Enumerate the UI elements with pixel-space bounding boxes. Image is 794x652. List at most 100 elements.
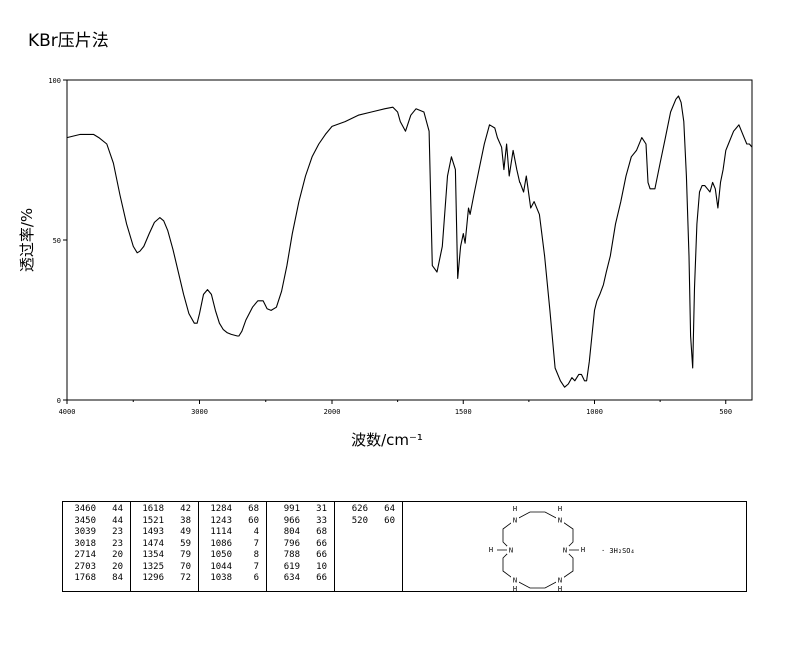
peak-row: 1038 6 [199, 573, 266, 585]
hydrogen-atom: H [513, 585, 517, 591]
peak-row: 1284 68 [199, 504, 266, 516]
peak-row: 1521 38 [131, 516, 198, 528]
nitrogen-atom: N [558, 517, 562, 525]
peak-row: 520 60 [335, 516, 402, 528]
peak-transmittance: 33 [316, 515, 327, 526]
peak-wavenumber: 804 [283, 527, 300, 537]
x-tick-label: 1000 [586, 408, 603, 416]
peak-column: 991 31 966 33 804 68 796 66 788 66 619 10 634 66 [267, 502, 335, 591]
peak-transmittance: 8 [253, 550, 259, 560]
peak-transmittance: 4 [253, 527, 259, 537]
peak-row: 2703 20 [63, 562, 130, 574]
peak-wavenumber: 634 [283, 573, 300, 583]
salt-label: · 3H₂SO₄ [601, 547, 635, 555]
peak-wavenumber: 1296 [142, 573, 164, 583]
peak-transmittance: 70 [180, 561, 191, 572]
peak-row: 991 31 [267, 504, 334, 516]
atom-background [511, 516, 519, 524]
peak-wavenumber: 1050 [210, 550, 232, 560]
nitrogen-atom: N [558, 577, 562, 585]
x-axis-label: 波数/cm⁻¹ [351, 431, 423, 449]
y-axis-label: 透过率/% [18, 208, 36, 272]
peak-wavenumber: 1114 [210, 527, 232, 537]
x-tick-label: 2000 [324, 408, 341, 416]
peak-transmittance: 23 [112, 538, 123, 549]
peak-transmittance: 38 [180, 515, 191, 526]
peak-column: 1618 42 1521 38 1493 49 1474 59 1354 79 1325 70 1296… [131, 502, 199, 591]
peak-row: 3460 44 [63, 504, 130, 516]
peak-wavenumber: 1284 [210, 504, 232, 514]
nitrogen-atom: N [513, 517, 517, 525]
peak-wavenumber: 1474 [142, 538, 164, 549]
atom-background [511, 576, 519, 584]
peak-transmittance: 66 [316, 550, 327, 560]
atom-background [556, 516, 564, 524]
peak-wavenumber: 1243 [210, 515, 232, 526]
hydrogen-atom: H [513, 505, 517, 513]
peak-transmittance: 6 [253, 573, 259, 583]
peak-transmittance: 20 [112, 561, 123, 572]
peak-row: 3018 23 [63, 539, 130, 551]
peak-row: 966 33 [267, 516, 334, 528]
peak-row: 1493 49 [131, 527, 198, 539]
peak-wavenumber: 1325 [142, 561, 164, 572]
ir-spectrum-chart: 4000 3000 2000 1500 1000 500 0 50 100 波数/cm⁻¹ 透过率… [18, 77, 753, 449]
peak-wavenumber: 3018 [74, 538, 96, 549]
peak-wavenumber: 796 [283, 538, 300, 549]
peak-row: 1474 59 [131, 539, 198, 551]
peak-transmittance: 23 [112, 527, 123, 537]
peak-wavenumber: 1354 [142, 550, 164, 560]
peak-transmittance: 10 [316, 561, 327, 572]
plot-frame [66, 79, 753, 401]
hydrogen-atom: H [489, 546, 493, 554]
y-tick-label: 100 [48, 77, 61, 85]
peak-row: 2714 20 [63, 550, 130, 562]
peak-transmittance: 66 [316, 538, 327, 549]
peak-row: 1086 7 [199, 539, 266, 551]
peak-row: 634 66 [267, 573, 334, 585]
peak-wavenumber: 619 [283, 561, 300, 572]
peak-transmittance: 64 [384, 504, 395, 514]
peak-wavenumber: 1521 [142, 515, 164, 526]
peak-transmittance: 68 [316, 527, 327, 537]
peak-row: 796 66 [267, 539, 334, 551]
peak-wavenumber: 1038 [210, 573, 232, 583]
peak-table: 3460 44 3450 44 3039 23 3018 23 2714 20 2703 20 1768… [62, 501, 747, 592]
peak-row: 1243 60 [199, 516, 266, 528]
peak-wavenumber: 3460 [74, 504, 96, 514]
peak-transmittance: 7 [253, 538, 259, 549]
peak-wavenumber: 2714 [74, 550, 96, 560]
y-tick-label: 0 [57, 397, 61, 405]
peak-transmittance: 31 [316, 504, 327, 514]
hydrogen-atom: H [558, 505, 562, 513]
peak-row: 1050 8 [199, 550, 266, 562]
x-tick-label: 3000 [191, 408, 208, 416]
structure-diagram: N NN NN NH HH HH H· 3H₂SO₄ [489, 505, 635, 591]
x-tick-label: 500 [719, 408, 732, 416]
atom-background [556, 576, 564, 584]
hydrogen-atom: H [581, 546, 585, 554]
peak-row: 1618 42 [131, 504, 198, 516]
peak-row: 804 68 [267, 527, 334, 539]
peak-wavenumber: 626 [351, 504, 368, 514]
peak-transmittance: 7 [253, 561, 259, 572]
peak-transmittance: 42 [180, 504, 191, 514]
peak-wavenumber: 991 [283, 504, 300, 514]
peak-wavenumber: 1618 [142, 504, 164, 514]
nitrogen-atom: N [513, 577, 517, 585]
peak-row: 1296 72 [131, 573, 198, 585]
peak-transmittance: 59 [180, 538, 191, 549]
peak-wavenumber: 1768 [74, 573, 96, 583]
x-tick-label: 1500 [455, 408, 472, 416]
peak-wavenumber: 966 [283, 515, 300, 526]
peak-transmittance: 60 [384, 515, 395, 526]
peak-wavenumber: 1044 [210, 561, 232, 572]
peak-row: 1354 79 [131, 550, 198, 562]
peak-transmittance: 72 [180, 573, 191, 583]
method-label: KBr压片法 [28, 31, 109, 51]
y-tick-label: 50 [53, 237, 61, 245]
peak-transmittance: 68 [248, 504, 259, 514]
peak-row: 626 64 [335, 504, 402, 516]
peak-row: 619 10 [267, 562, 334, 574]
peak-transmittance: 49 [180, 527, 191, 537]
